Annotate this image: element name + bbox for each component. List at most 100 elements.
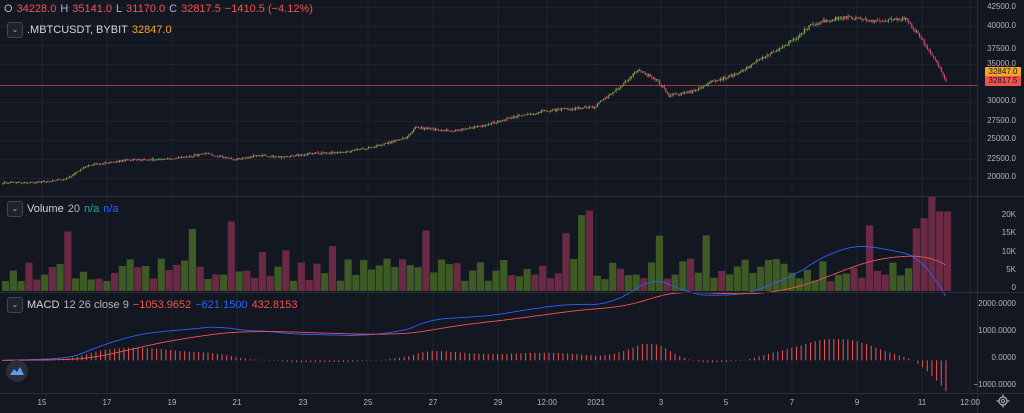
candle-body [813,24,815,26]
candle-body [484,125,486,127]
candle-body [657,79,659,81]
candle-body [719,78,721,81]
candle-body [465,128,468,130]
candle-body [627,79,630,82]
volume-bar [258,251,267,291]
macd-histogram-bar [651,343,653,361]
candle-body [912,27,914,30]
candle-body [808,25,810,30]
macd-histogram-bar [455,352,457,361]
candle-body [651,76,653,78]
candle-body [701,87,703,89]
macd-histogram-bar [356,360,358,362]
candle-body [870,20,872,22]
candle-body [356,149,359,150]
candle-body [280,156,282,158]
tradingview-logo-icon[interactable] [6,360,28,382]
candle-body [268,156,270,158]
volume-bar [398,259,407,291]
macd-histogram-bar [838,338,840,361]
macd-tick: 0.0000 [991,353,1016,362]
macd-histogram-bar [184,351,186,361]
chevron-down-icon[interactable]: ⌄ [7,22,23,38]
candle-body [704,85,706,87]
candle-body [104,162,106,164]
macd-histogram-bar [683,357,685,361]
volume-bar [297,262,305,291]
candle-body [691,90,693,93]
volume-bar [149,278,158,291]
gear-icon[interactable] [996,394,1010,408]
volume-bar [671,274,679,291]
candle-body [302,154,304,156]
candle-body [61,179,63,181]
candle-body [696,90,698,92]
change-value: −1410.5 (−4.12%) [224,3,313,15]
candle-body [682,92,684,94]
candle-body [925,44,927,46]
candle-body [532,114,535,115]
volume-legend: ⌄ Volume 20 n/a n/a [7,201,119,217]
candle-body [296,154,298,156]
candle-body [671,94,673,96]
volume-bar [360,260,368,291]
volume-bars[interactable] [2,196,952,291]
candle-body [853,19,855,21]
candle-body [346,151,348,153]
candle-body [72,175,74,177]
macd-pane[interactable] [2,246,947,392]
candle-body [613,91,616,93]
candle-body [507,117,510,119]
volume-bar [2,280,10,291]
candle-body [710,81,712,84]
volume-bar [873,270,882,291]
candle-body [847,16,849,19]
volume-bar [889,262,897,291]
candle-body [658,80,661,85]
macd-histogram-bar [772,352,774,361]
volume-bar [48,266,56,291]
candle-body [543,110,545,112]
candle-body [294,155,296,157]
candle-body [724,76,726,79]
candle-body [170,158,172,160]
candle-body [515,117,517,118]
macd-histogram-bar [917,360,919,364]
macd-histogram-bar [291,360,293,362]
candle-body [187,156,189,158]
chevron-down-icon[interactable]: ⌄ [7,201,23,217]
candle-body [193,154,195,157]
candle-body [638,70,640,71]
volume-bar [655,235,664,291]
candle-body [450,130,452,132]
chevron-down-icon[interactable]: ⌄ [7,297,23,313]
candle-body [607,95,609,99]
candle-body [588,106,591,108]
macd-histogram-bar [370,360,372,361]
volume-bar [943,211,952,291]
candle-body [322,152,324,154]
candle-body [437,130,440,131]
candle-body [621,85,623,87]
price-tick: 35000.0 [987,59,1016,68]
candle-body [763,56,765,58]
candle-body [735,73,737,75]
candle-body [604,97,606,100]
time-tick: 21 [232,398,242,407]
macd-histogram-bar [118,348,120,361]
volume-bar [764,259,773,291]
volume-bar [702,235,710,291]
price-candles[interactable] [0,13,977,185]
candle-body [79,169,82,171]
volume-bar [64,231,72,291]
macd-histogram-bar [852,340,854,361]
macd-histogram-bar [193,351,195,361]
price-tick: 42500.0 [987,2,1016,11]
macd-histogram-bar [520,353,522,361]
macd-histogram-bar [721,360,723,363]
macd-title[interactable]: MACD [27,299,60,311]
volume-title[interactable]: Volume [27,203,64,215]
candle-body [65,177,67,180]
symbol-name[interactable]: .MBTCUSDT, BYBIT [27,24,128,36]
